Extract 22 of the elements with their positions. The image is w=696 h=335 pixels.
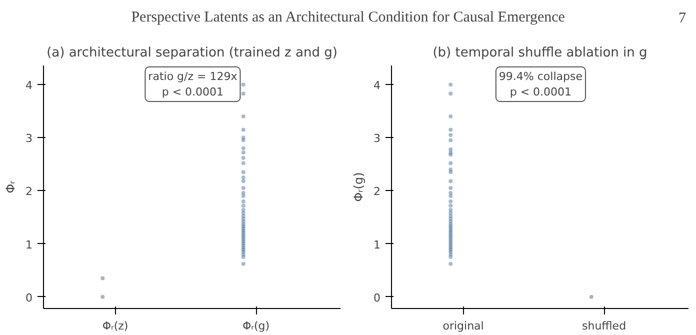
chart-title: (b) temporal shuffle ablation in g <box>432 46 648 60</box>
y-tick-label: 3 <box>26 132 32 146</box>
x-tick-label: shuffled <box>582 320 626 332</box>
y-tick-label: 4 <box>374 79 380 92</box>
chart-title: (a) architectural separation (trained z and g) <box>46 46 338 60</box>
y-tick-label: 2 <box>374 185 380 198</box>
y-tick-label: 0 <box>374 291 380 304</box>
text: Perspective Latents as an Architectural Condition for Causal Emergence <box>131 10 566 26</box>
annotation: 99.4% collapse p < 0.0001 <box>498 70 583 98</box>
x-tick-label: Φᵣ(z) <box>102 320 128 332</box>
y-tick-label: 1 <box>374 238 380 252</box>
text: 7 <box>678 10 687 27</box>
x-tick-label: original <box>442 320 484 332</box>
y-tick-label: 1 <box>26 238 32 252</box>
y-axis-title: Φᵣ(g) <box>352 172 366 202</box>
y-tick-label: 4 <box>26 79 32 92</box>
x-tick-label: Φᵣ(g) <box>242 320 270 332</box>
annotation: ratio g/z = 129x p < 0.0001 <box>148 70 238 98</box>
y-tick-label: 3 <box>374 132 380 146</box>
y-axis-title: Φᵣ <box>4 180 18 194</box>
y-tick-label: 0 <box>26 291 32 304</box>
y-tick-label: 2 <box>26 185 32 198</box>
